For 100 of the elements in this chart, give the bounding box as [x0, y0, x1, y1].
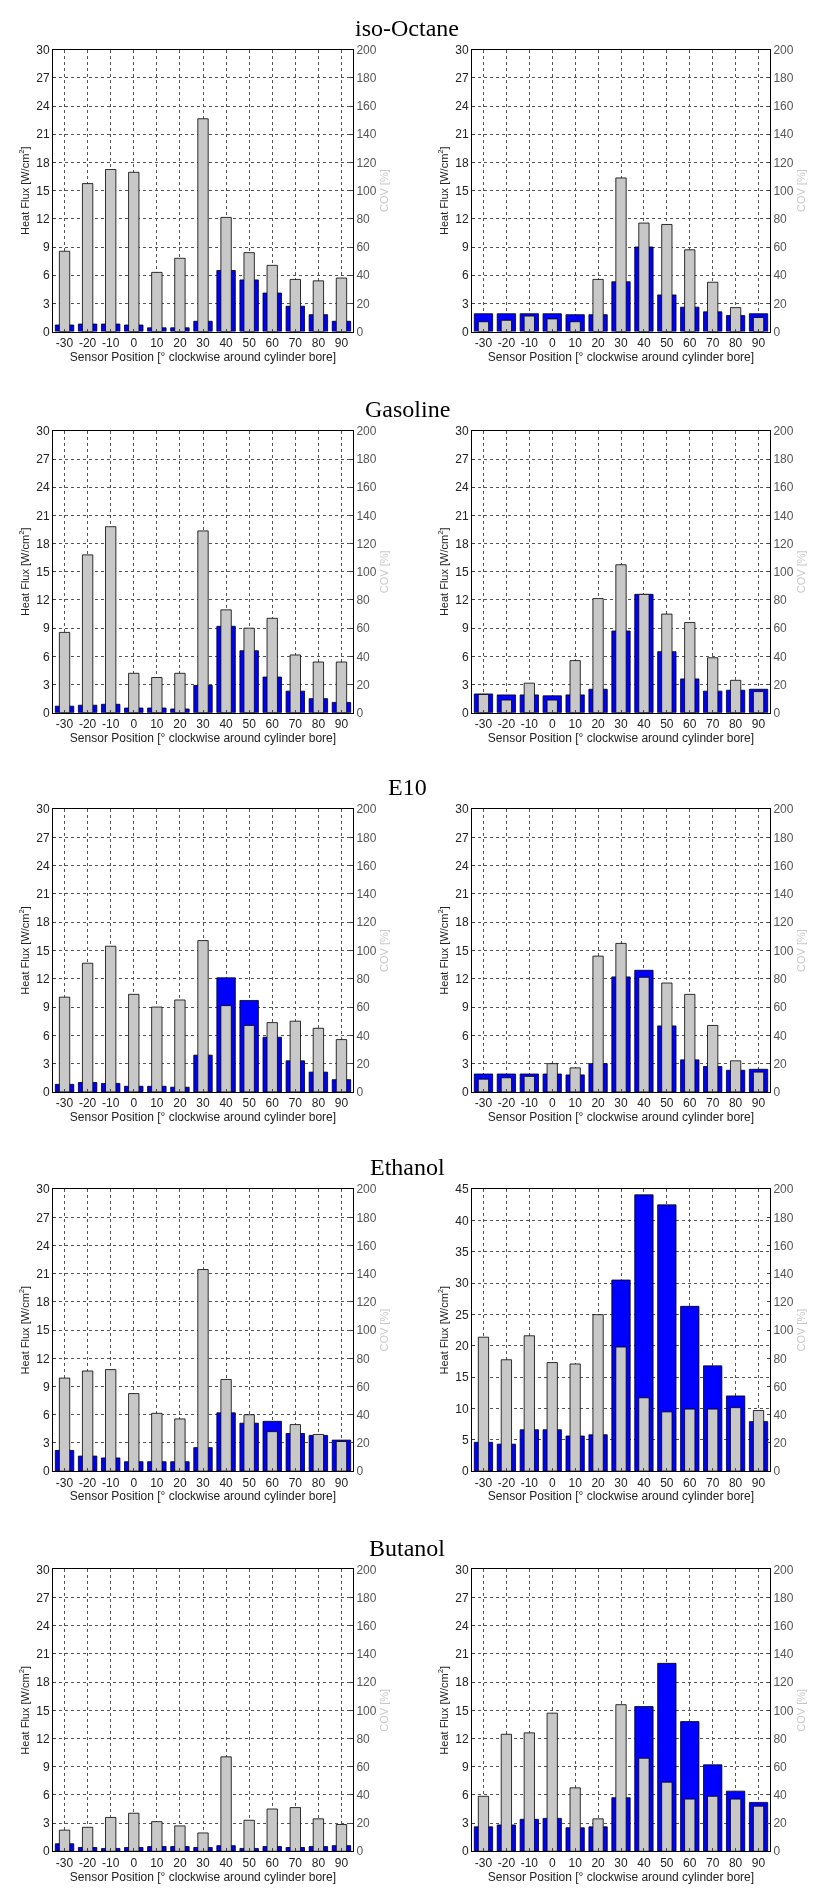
y-tick-label: 30 [455, 1562, 469, 1577]
x-tick-label: 90 [334, 717, 349, 732]
y-tick-label: 6 [461, 1028, 469, 1043]
y-tick-label: 27 [455, 1590, 469, 1605]
y2-tick-label: 200 [356, 802, 377, 817]
x-tick-label: -10 [102, 335, 120, 350]
x-tick-label: 60 [683, 335, 697, 350]
y2-tick-label: 60 [773, 1000, 788, 1015]
x-tick-label: 80 [311, 335, 326, 350]
y2-tick-label: 40 [773, 1788, 788, 1803]
x-tick-label: 40 [219, 1855, 234, 1870]
x-axis-title: Sensor Position [° clockwise around cylinder bore] [69, 1489, 337, 1504]
y-tick-label: 21 [36, 508, 50, 523]
x-tick-label: 0 [130, 717, 138, 732]
x-tick-label: -10 [520, 1096, 539, 1111]
y2-tick-label: 140 [356, 1647, 377, 1662]
y-tick-label: 24 [36, 1618, 50, 1633]
x-tick-label: 90 [751, 335, 766, 350]
x-tick-label: -30 [55, 1475, 74, 1490]
x-tick-label: -20 [78, 717, 97, 732]
x-tick-label: -30 [474, 717, 493, 732]
y-tick-label: 12 [455, 971, 469, 986]
x-axis-title: Sensor Position [° clockwise around cylinder bore] [487, 349, 755, 364]
y-tick-label: 40 [455, 1213, 469, 1228]
x-tick-label: -10 [102, 717, 120, 732]
x-tick-label: 40 [637, 1475, 651, 1490]
y-tick-label: 27 [455, 830, 469, 845]
y-tick-label: 30 [36, 802, 50, 817]
x-tick-label: 0 [130, 335, 138, 350]
x-tick-label: 10 [568, 1475, 583, 1490]
y-tick-label: 3 [42, 1436, 50, 1451]
x-tick-label: 80 [728, 717, 743, 732]
y-tick-label: 30 [455, 802, 469, 817]
y2-tick-label: 0 [356, 705, 364, 720]
x-tick-label: 40 [637, 717, 651, 732]
y-tick-label: 12 [36, 1351, 50, 1366]
y-tick-label: 12 [36, 212, 50, 227]
y-tick-label: 35 [455, 1245, 469, 1260]
y-tick-label: 12 [455, 593, 469, 608]
x-tick-label: 90 [751, 1855, 766, 1870]
x-tick-label: -20 [78, 1475, 97, 1490]
x-tick-label: 0 [130, 1096, 138, 1111]
x-tick-label: 80 [311, 1855, 326, 1870]
y2-tick-label: 180 [356, 830, 377, 845]
x-tick-label: 0 [548, 1475, 556, 1490]
y2-tick-label: 80 [356, 971, 371, 986]
y-tick-label: 21 [36, 887, 50, 902]
x-tick-label: 90 [751, 1475, 766, 1490]
x-axis-title: Sensor Position [° clockwise around cylinder bore] [69, 731, 337, 746]
y2-tick-label: 140 [356, 508, 377, 523]
x-axis-title: Sensor Position [° clockwise around cylinder bore] [69, 1869, 337, 1884]
x-tick-label: 30 [614, 335, 628, 350]
y2-tick-label: 120 [773, 1675, 794, 1690]
y2-tick-label: 200 [356, 424, 377, 439]
x-tick-label: 60 [265, 335, 280, 350]
x-tick-label: 50 [242, 1855, 257, 1870]
y-tick-label: 12 [36, 1731, 50, 1746]
x-tick-label: -10 [102, 1855, 120, 1870]
y-tick-label: 0 [42, 705, 50, 720]
y2-tick-label: 140 [773, 1647, 794, 1662]
y-tick-label: 15 [455, 943, 469, 958]
y-tick-label: 6 [461, 1788, 469, 1803]
x-tick-label: 80 [311, 717, 326, 732]
y2-tick-label: 120 [356, 1295, 377, 1310]
x-tick-label: 70 [288, 1855, 303, 1870]
x-axis-title: Sensor Position [° clockwise around cylinder bore] [69, 1110, 337, 1125]
y-tick-label: 30 [455, 1276, 469, 1291]
y-tick-label: 3 [42, 296, 50, 311]
y2-tick-label: 180 [356, 71, 377, 86]
x-tick-label: 30 [196, 1475, 210, 1490]
y2-tick-label: 20 [773, 1816, 788, 1831]
y-tick-label: 9 [461, 1000, 469, 1015]
y-tick-label: 30 [455, 42, 469, 57]
y-tick-label: 24 [455, 858, 469, 873]
x-tick-label: -10 [102, 1096, 120, 1111]
y-tick-label: 3 [461, 677, 469, 692]
y2-tick-label: 100 [356, 1323, 377, 1338]
x-tick-label: 20 [591, 1475, 606, 1490]
y2-tick-label: 40 [773, 649, 788, 664]
y2-tick-label: 60 [356, 621, 371, 636]
y-tick-label: 3 [42, 1816, 50, 1831]
x-tick-label: 40 [219, 717, 234, 732]
y2-tick-label: 40 [773, 1028, 788, 1043]
x-tick-label: -10 [102, 1475, 120, 1490]
y2-tick-label: 120 [356, 1675, 377, 1690]
x-tick-label: -20 [497, 717, 516, 732]
y-tick-label: 21 [36, 127, 50, 142]
y-tick-label: 45 [455, 1182, 469, 1197]
y2-tick-label: 60 [773, 1379, 788, 1394]
x-tick-label: -20 [497, 1855, 516, 1870]
y2-tick-label: 160 [773, 858, 794, 873]
y-tick-label: 18 [455, 536, 469, 551]
y-tick-label: 9 [42, 1000, 50, 1015]
y-tick-label: 12 [36, 593, 50, 608]
y2-tick-label: 100 [356, 565, 377, 579]
y2-tick-label: 40 [773, 1407, 788, 1422]
x-tick-label: 30 [196, 335, 210, 350]
y-tick-label: 6 [42, 1788, 50, 1803]
y-tick-label: 0 [42, 324, 50, 339]
x-tick-label: -20 [497, 335, 516, 350]
